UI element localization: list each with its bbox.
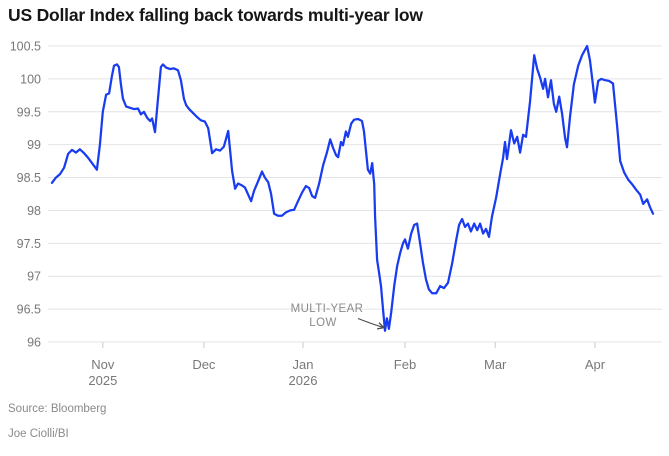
y-axis-label: 99	[27, 138, 41, 152]
x-axis-year-label: 2025	[88, 373, 117, 388]
x-axis-year-label: 2026	[289, 373, 318, 388]
x-axis-label: Jan	[292, 357, 313, 372]
y-axis-label: 100.5	[10, 40, 41, 54]
y-axis-label: 100	[20, 72, 41, 86]
annotation-multi-year-low-line2: LOW	[309, 317, 336, 329]
annotation-multi-year-low-line1: MULTI-YEAR	[291, 303, 364, 315]
x-axis-label: Feb	[394, 357, 416, 372]
x-axis-label: Dec	[192, 357, 216, 372]
y-axis-label: 98.5	[17, 171, 41, 185]
x-axis-label: Apr	[585, 357, 606, 372]
page-title: US Dollar Index falling back towards mul…	[8, 5, 423, 25]
y-axis-label: 98	[27, 204, 41, 218]
y-axis-label: 99.5	[17, 105, 41, 119]
y-axis-label: 96.5	[17, 303, 41, 317]
y-axis-label: 96	[27, 336, 41, 350]
x-axis-label: Mar	[484, 357, 507, 372]
annotation-arrow-icon	[357, 317, 386, 330]
y-axis-label: 97.5	[17, 237, 41, 251]
credit-label: Joe Ciolli/BI	[8, 428, 69, 440]
source-label: Source: Bloomberg	[8, 403, 107, 415]
y-axis-label: 97	[27, 270, 41, 284]
x-axis-label: Nov	[91, 357, 115, 372]
price-line	[50, 44, 655, 332]
gridlines	[48, 45, 662, 343]
y-axis-labels: 100.5 100 99.5 99 98.5 98 97.5 97 96.5 96	[10, 40, 41, 350]
